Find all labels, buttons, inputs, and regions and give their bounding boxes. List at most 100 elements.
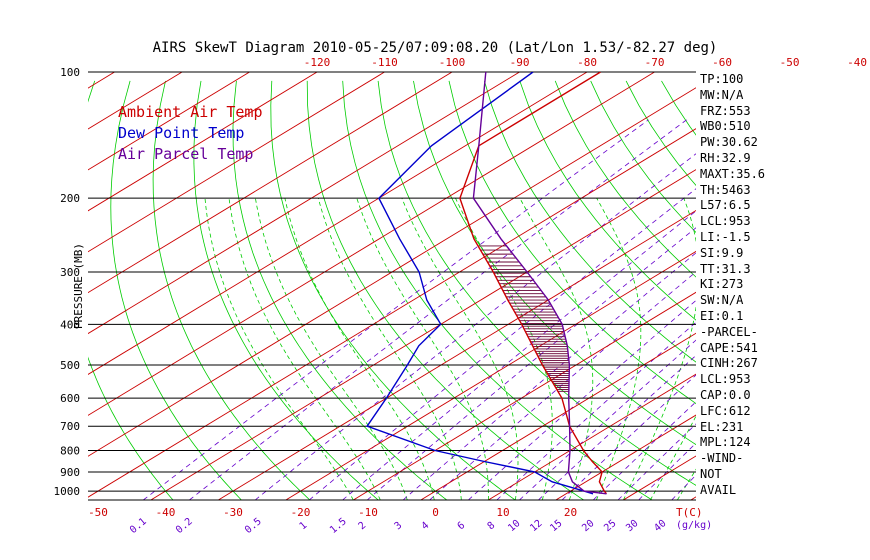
moist-adiabat-line xyxy=(595,198,642,500)
isotherm-line xyxy=(88,72,115,89)
top-temp-tick-label: -70 xyxy=(645,56,665,69)
index-entry: AVAIL xyxy=(700,482,737,497)
index-entry: LCL:953 xyxy=(700,214,751,229)
mixing-ratio-line xyxy=(366,227,696,500)
top-temp-tick-label: -50 xyxy=(780,56,800,69)
top-temp-tick-label: -60 xyxy=(712,56,732,69)
index-entry: CAP:0.0 xyxy=(700,387,751,402)
index-entry: SI:9.9 xyxy=(700,245,744,260)
index-entry: MW:N/A xyxy=(700,87,744,102)
mixing-ratio-line xyxy=(496,321,696,500)
mixing-ratio-line xyxy=(189,119,687,500)
moist-adiabat-line xyxy=(255,198,408,500)
index-entry: EL:231 xyxy=(700,419,744,434)
isotherm-line xyxy=(150,169,696,500)
moist-adiabat-line xyxy=(401,198,519,500)
index-entry: RH:32.9 xyxy=(700,150,751,165)
index-entry: LFC:612 xyxy=(700,403,751,418)
mixing-ratio-label: 40 xyxy=(652,518,668,534)
mixing-ratio-line xyxy=(561,374,696,500)
bottom-temp-tick-label: -50 xyxy=(88,506,108,519)
dry-adiabat-line xyxy=(88,80,174,500)
bottom-temp-tick-label: -40 xyxy=(156,506,176,519)
mixing-ratio-label: 0.5 xyxy=(243,516,264,536)
bottom-temp-tick-label: -20 xyxy=(291,506,311,519)
index-entry: -PARCEL- xyxy=(700,324,758,339)
isotherm-line xyxy=(88,128,696,498)
bottom-temp-tick-label: 0 xyxy=(432,506,439,519)
bottom-temp-tick-label: -30 xyxy=(223,506,243,519)
mixing-ratio-line xyxy=(617,423,696,500)
series-line-dew-point-temp xyxy=(366,72,594,495)
isotherm-line xyxy=(88,72,520,335)
moist-adiabat-line xyxy=(455,198,553,500)
dry-adiabat-line xyxy=(110,80,242,500)
index-entry: L57:6.5 xyxy=(700,198,751,213)
top-temp-tick-label: -90 xyxy=(510,56,530,69)
bottom-temp-tick-label: -10 xyxy=(358,506,378,519)
mixing-ratio-label: 30 xyxy=(624,518,640,534)
series-line-air-parcel-temp xyxy=(472,72,607,495)
legend-entry: Dew Point Temp xyxy=(118,124,244,142)
moist-adiabat-line xyxy=(356,198,489,500)
pressure-tick-label: 900 xyxy=(60,466,80,479)
legend-entry: Ambient Air Temp xyxy=(118,103,263,121)
y-axis-label: PRESSURE (MB) xyxy=(72,243,85,329)
index-entry: KI:273 xyxy=(700,277,744,292)
index-entry: LI:-1.5 xyxy=(700,229,751,244)
mixing-ratio-line xyxy=(538,354,696,500)
isotherm-line xyxy=(88,87,696,457)
pressure-tick-label: 800 xyxy=(60,445,80,458)
indices-panel: TP:100 MW:N/A FRZ:553 WB0:510 PW:30.62 RH:32.… xyxy=(700,72,870,499)
dry-adiabat-line xyxy=(152,80,311,500)
pressure-tick-label: 200 xyxy=(60,192,80,205)
dry-adiabat-line xyxy=(554,80,696,278)
isotherm-line xyxy=(88,72,318,212)
moist-adiabat-line xyxy=(228,198,381,500)
dry-adiabat-line xyxy=(484,80,696,363)
top-temp-tick-label: -120 xyxy=(304,56,331,69)
index-entry: SW:N/A xyxy=(700,293,744,308)
index-entry: PW:30.62 xyxy=(700,135,758,150)
index-entry: EI:0.1 xyxy=(700,308,744,323)
moist-adiabat-line xyxy=(519,198,594,500)
dry-adiabat-line xyxy=(519,80,696,321)
mixing-ratio-label: 25 xyxy=(602,518,618,534)
index-entry: FRZ:553 xyxy=(700,103,751,118)
pressure-tick-label: 300 xyxy=(60,266,80,279)
mixing-ratio-label: 15 xyxy=(548,518,564,534)
mixing-ratio-line xyxy=(638,442,696,500)
bottom-temp-tick-label: 10 xyxy=(496,506,509,519)
mixing-ratio-label: 0.1 xyxy=(128,516,149,536)
isotherm-line xyxy=(285,250,696,500)
mixing-ratio-line xyxy=(308,188,696,500)
index-entry: TH:5463 xyxy=(700,182,751,197)
index-entry: -WIND- xyxy=(700,451,744,466)
dry-adiabat-line xyxy=(448,80,696,405)
index-entry: CAPE:541 xyxy=(700,340,758,355)
mixing-ratio-label: 2 xyxy=(357,520,369,532)
legend-entry: Air Parcel Temp xyxy=(118,145,253,163)
mixing-ratio-label: 1 xyxy=(298,520,310,532)
mixing-ratio-label: 3 xyxy=(393,520,405,532)
isotherm-line xyxy=(88,72,588,375)
pressure-tick-label: 700 xyxy=(60,420,80,433)
isotherm-line xyxy=(420,332,696,500)
top-temp-tick-label: -40 xyxy=(847,56,867,69)
mixing-ratio-label: 8 xyxy=(486,520,498,532)
isotherm-line xyxy=(88,72,250,171)
mixing-ratio-line xyxy=(519,339,696,500)
moist-adiabat-line xyxy=(676,468,696,500)
moist-adiabat-line xyxy=(204,198,354,500)
dry-adiabat-line xyxy=(306,80,584,500)
mixing-ratio-line xyxy=(143,119,649,500)
mixing-ratio-line xyxy=(254,153,696,500)
mixing-ratio-label: 1.5 xyxy=(328,516,349,536)
index-entry: WB0:510 xyxy=(700,119,751,134)
x-axis-label: T(C) xyxy=(676,506,703,519)
isotherm-line xyxy=(218,209,696,500)
mixing-ratio-line xyxy=(342,210,696,500)
index-entry: MPL:124 xyxy=(700,435,751,450)
index-entry: NOT xyxy=(700,466,722,481)
